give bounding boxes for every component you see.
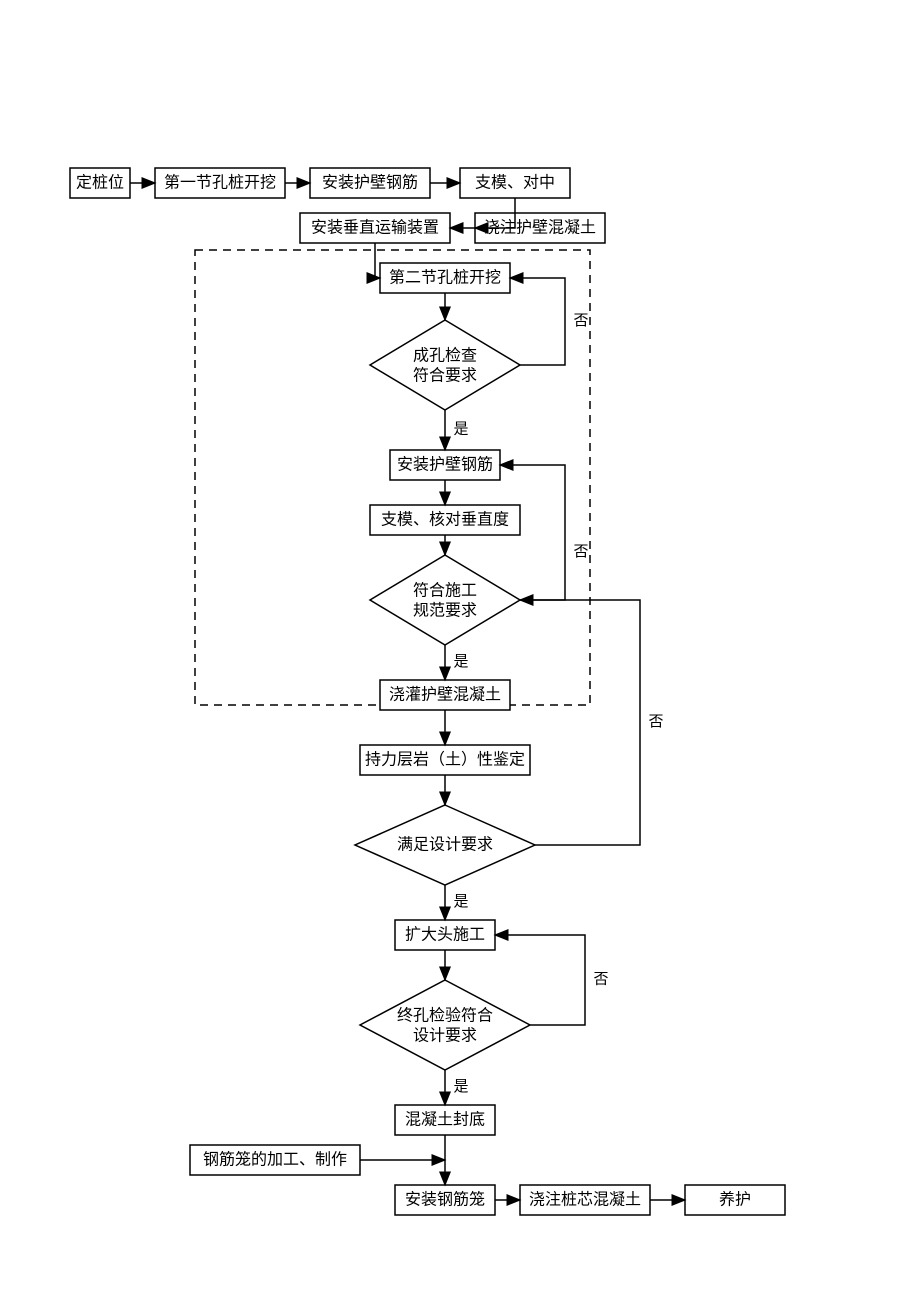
svg-text:否: 否	[648, 714, 663, 730]
svg-text:符合施工: 符合施工	[413, 582, 477, 600]
svg-text:浇注桩芯混凝土: 浇注桩芯混凝土	[529, 1191, 641, 1209]
svg-text:是: 是	[453, 894, 468, 910]
svg-text:符合要求: 符合要求	[413, 367, 477, 385]
decision-d1	[370, 320, 520, 410]
svg-text:成孔检查: 成孔检查	[413, 347, 477, 365]
decision-d2	[370, 555, 520, 645]
edge	[520, 600, 640, 845]
svg-text:否: 否	[573, 544, 588, 560]
svg-text:安装护壁钢筋: 安装护壁钢筋	[322, 173, 418, 192]
svg-text:持力层岩（土）性鉴定: 持力层岩（土）性鉴定	[365, 751, 525, 769]
svg-text:终孔检验符合: 终孔检验符合	[397, 1007, 493, 1025]
svg-text:规范要求: 规范要求	[413, 602, 477, 620]
svg-text:安装护壁钢筋: 安装护壁钢筋	[397, 455, 493, 474]
svg-text:养护: 养护	[719, 1191, 751, 1209]
svg-text:是: 是	[453, 421, 468, 437]
svg-text:浇灌护壁混凝土: 浇灌护壁混凝土	[389, 685, 501, 704]
svg-text:安装钢筋笼: 安装钢筋笼	[405, 1191, 485, 1209]
svg-text:第二节孔桩开挖: 第二节孔桩开挖	[389, 269, 501, 287]
svg-text:否: 否	[573, 313, 588, 329]
svg-text:否: 否	[593, 971, 608, 987]
svg-text:混凝土封底: 混凝土封底	[405, 1111, 485, 1129]
svg-text:定桩位: 定桩位	[76, 174, 124, 192]
edge	[510, 278, 565, 365]
svg-text:满足设计要求: 满足设计要求	[397, 836, 493, 854]
svg-text:浇注护壁混凝土: 浇注护壁混凝土	[484, 218, 596, 237]
decision-d4	[360, 980, 530, 1070]
svg-text:是: 是	[453, 654, 468, 670]
svg-text:支模、核对垂直度: 支模、核对垂直度	[381, 511, 509, 529]
svg-text:支模、对中: 支模、对中	[475, 174, 555, 192]
svg-text:设计要求: 设计要求	[413, 1027, 477, 1045]
svg-text:安装垂直运输装置: 安装垂直运输装置	[311, 219, 439, 237]
edge	[495, 935, 585, 1025]
svg-text:是: 是	[453, 1079, 468, 1095]
svg-text:第一节孔桩开挖: 第一节孔桩开挖	[164, 174, 276, 192]
svg-text:扩大头施工: 扩大头施工	[405, 926, 485, 944]
flowchart-svg: 定桩位第一节孔桩开挖安装护壁钢筋支模、对中安装垂直运输装置浇注护壁混凝土第二节孔…	[0, 0, 920, 1302]
svg-text:钢筋笼的加工、制作: 钢筋笼的加工、制作	[203, 1151, 347, 1169]
